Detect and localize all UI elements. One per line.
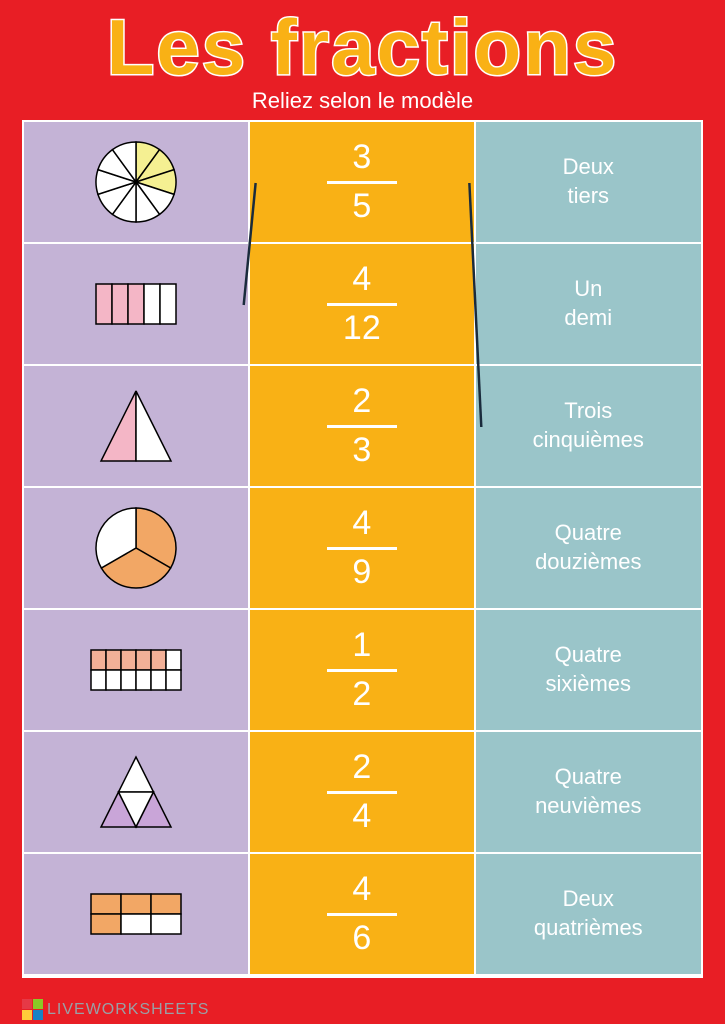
table-row: 12Quatresixièmes: [24, 610, 701, 732]
fraction-denominator: 6: [352, 920, 371, 957]
word-cell[interactable]: Quatredouzièmes: [476, 488, 701, 608]
fraction-numerator: 2: [352, 749, 371, 786]
word-line1: Deux: [563, 885, 614, 914]
fraction-bar: [327, 913, 397, 916]
shape-cell[interactable]: [24, 732, 250, 852]
shape-cell[interactable]: [24, 610, 250, 730]
word-line1: Quatre: [555, 519, 622, 548]
footer-brand-text: LIVEWORKSHEETS: [47, 1001, 209, 1019]
fraction-bar: [327, 669, 397, 672]
fraction-numerator: 4: [352, 505, 371, 542]
word-cell[interactable]: Deuxtiers: [476, 122, 701, 242]
table-row: 412Undemi: [24, 244, 701, 366]
word-line2: douzièmes: [535, 548, 641, 577]
word-line2: tiers: [567, 182, 609, 211]
word-line1: Quatre: [555, 763, 622, 792]
fraction-denominator: 2: [352, 676, 371, 713]
fraction-cell[interactable]: 46: [250, 854, 475, 974]
word-cell[interactable]: Quatresixièmes: [476, 610, 701, 730]
word-cell[interactable]: Deuxquatrièmes: [476, 854, 701, 974]
page-subtitle: Reliez selon le modèle: [0, 88, 725, 114]
word-line2: quatrièmes: [534, 914, 643, 943]
fraction-cell[interactable]: 412: [250, 244, 475, 364]
fraction-denominator: 12: [343, 310, 381, 347]
fraction-numerator: 4: [352, 261, 371, 298]
table-row: 23Troiscinquièmes: [24, 366, 701, 488]
fraction-cell[interactable]: 12: [250, 610, 475, 730]
fraction-cell[interactable]: 24: [250, 732, 475, 852]
footer: LIVEWORKSHEETS: [22, 999, 209, 1020]
fraction-denominator: 4: [352, 798, 371, 835]
table-row: 24Quatreneuvièmes: [24, 732, 701, 854]
word-line1: Un: [574, 275, 602, 304]
shape-cell[interactable]: [24, 244, 250, 364]
page-title: Les fractions: [0, 0, 725, 86]
fraction-bar: [327, 791, 397, 794]
table-row: 46Deuxquatrièmes: [24, 854, 701, 976]
fraction-cell[interactable]: 35: [250, 122, 475, 242]
shape-cell[interactable]: [24, 854, 250, 974]
word-line2: cinquièmes: [533, 426, 644, 455]
fraction-numerator: 2: [352, 383, 371, 420]
word-cell[interactable]: Quatreneuvièmes: [476, 732, 701, 852]
word-cell[interactable]: Undemi: [476, 244, 701, 364]
worksheet-grid: 35Deuxtiers412Undemi23Troiscinquièmes49Q…: [22, 120, 703, 978]
fraction-bar: [327, 547, 397, 550]
fraction-bar: [327, 425, 397, 428]
fraction-bar: [327, 181, 397, 184]
table-row: 49Quatredouzièmes: [24, 488, 701, 610]
fraction-cell[interactable]: 49: [250, 488, 475, 608]
word-line2: neuvièmes: [535, 792, 641, 821]
fraction-numerator: 1: [352, 627, 371, 664]
fraction-numerator: 4: [352, 871, 371, 908]
fraction-bar: [327, 303, 397, 306]
word-line2: demi: [564, 304, 612, 333]
fraction-cell[interactable]: 23: [250, 366, 475, 486]
shape-cell[interactable]: [24, 366, 250, 486]
footer-logo-icon: [22, 999, 43, 1020]
shape-cell[interactable]: [24, 488, 250, 608]
word-line2: sixièmes: [545, 670, 631, 699]
word-line1: Deux: [563, 153, 614, 182]
table-row: 35Deuxtiers: [24, 122, 701, 244]
fraction-denominator: 5: [352, 188, 371, 225]
fraction-denominator: 3: [352, 432, 371, 469]
word-line1: Quatre: [555, 641, 622, 670]
fraction-numerator: 3: [352, 139, 371, 176]
fraction-denominator: 9: [352, 554, 371, 591]
word-cell[interactable]: Troiscinquièmes: [476, 366, 701, 486]
word-line1: Trois: [564, 397, 612, 426]
shape-cell[interactable]: [24, 122, 250, 242]
